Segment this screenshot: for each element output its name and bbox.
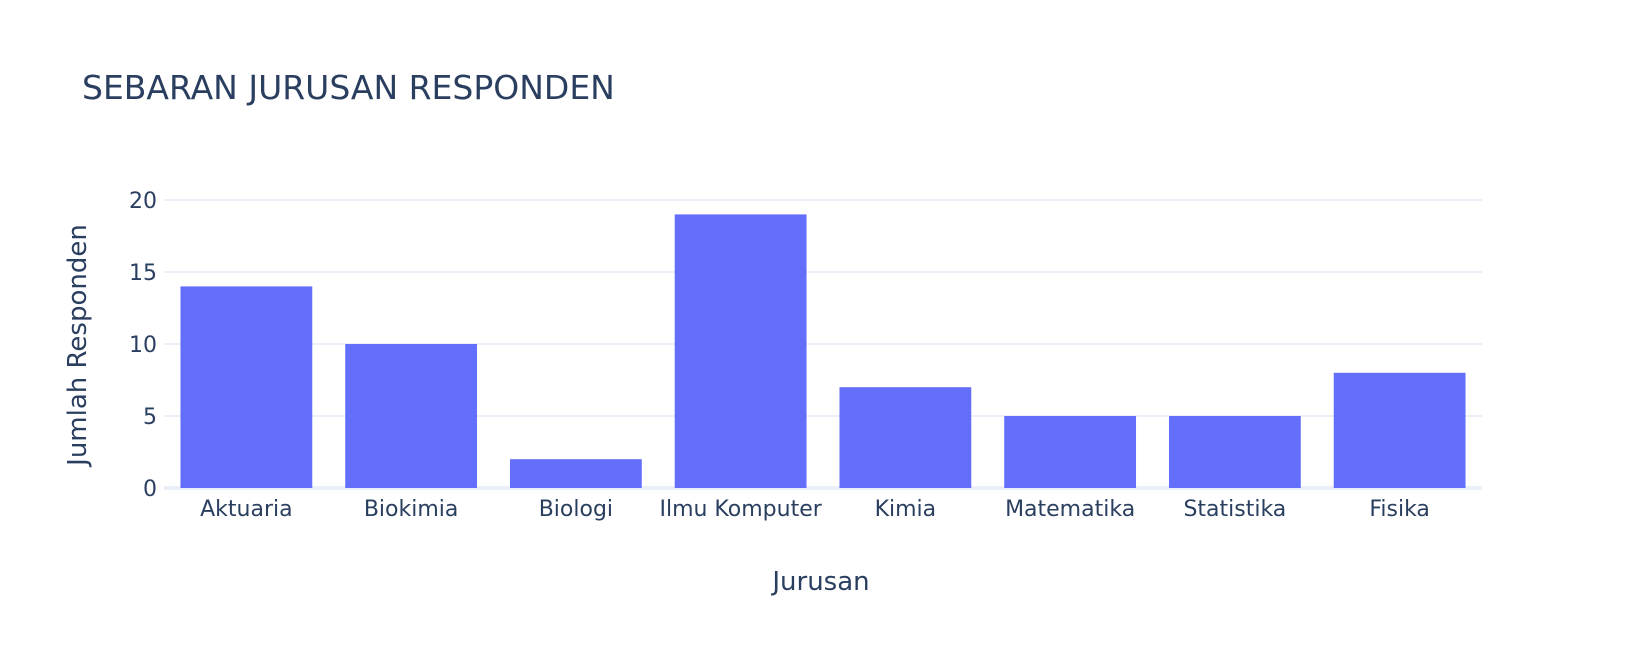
x-tick-label: Aktuaria [200,497,292,522]
x-tick-label: Ilmu Komputer [659,497,822,522]
x-axis-title: Jurusan [770,567,869,597]
bar-biologi [509,459,642,488]
chart-title: SEBARAN JURUSAN RESPONDEN [82,68,615,107]
x-tick-label: Fisika [1369,497,1430,522]
y-tick-label: 20 [129,189,157,214]
bar-aktuaria [180,286,313,488]
y-tick-label: 0 [143,477,157,502]
x-tick-label: Biologi [539,497,613,522]
bars [180,214,1466,488]
y-tick-label: 15 [129,261,157,286]
y-axis-title: Jumlah Responden [63,224,93,468]
x-axis-ticks: Aktuaria Biokimia Biologi Ilmu Komputer Kimi… [200,497,1430,522]
bar-matematika [1004,416,1137,488]
bar-ilmu-komputer [674,214,807,488]
x-tick-label: Kimia [875,497,937,522]
bar-fisika [1333,372,1466,488]
y-tick-label: 5 [143,405,157,430]
x-tick-label: Biokimia [364,497,459,522]
y-tick-label: 10 [129,333,157,358]
bar-biokimia [345,344,478,488]
bar-statistika [1168,416,1301,488]
x-tick-label: Statistika [1183,497,1286,522]
x-tick-label: Matematika [1005,497,1135,522]
bar-kimia [839,387,972,488]
y-axis-ticks: 0 5 10 15 20 [129,189,157,502]
